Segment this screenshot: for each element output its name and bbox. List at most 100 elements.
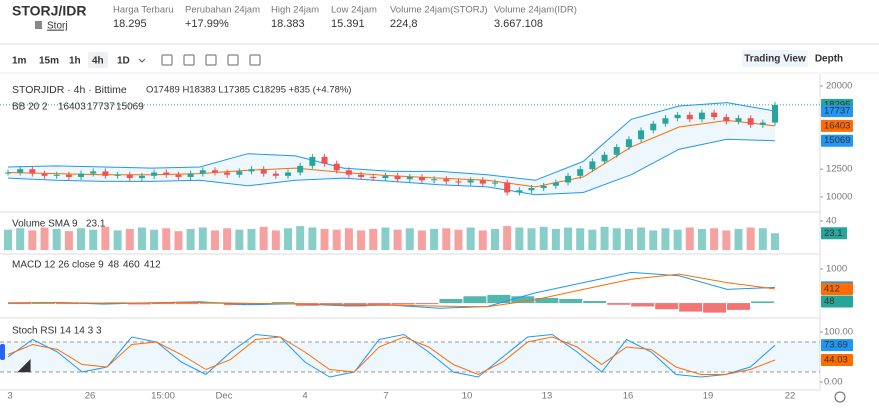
macd-hist	[367, 303, 391, 305]
candle	[65, 174, 72, 177]
macd-hist	[391, 303, 415, 305]
candle	[53, 174, 60, 176]
candle	[698, 112, 705, 120]
dropdown[interactable]	[138, 58, 146, 63]
interval[interactable]: 1h	[69, 56, 81, 67]
volume-sma-value: 23.1	[86, 219, 106, 230]
tool-icon[interactable]	[161, 54, 173, 66]
volume-bar	[4, 229, 12, 250]
macd-hist	[655, 303, 679, 310]
view-tab[interactable]: Depth	[815, 54, 843, 65]
interval[interactable]: 1D	[117, 56, 130, 67]
volume-bar	[393, 229, 402, 250]
bb-fill	[8, 102, 775, 195]
pair: STORJ/IDR	[12, 3, 86, 19]
stat-value: 18.295	[113, 18, 147, 30]
candle	[443, 179, 450, 182]
macd-value: 460	[123, 260, 140, 271]
volume-bar	[284, 228, 293, 250]
stat-value: +17.99%	[185, 18, 229, 30]
candle	[504, 182, 511, 193]
volume-bar	[101, 226, 110, 250]
price-tag	[821, 119, 853, 132]
volume-bar	[746, 227, 755, 250]
volume-bar	[673, 229, 682, 250]
volume-bar	[478, 230, 487, 250]
y-tick-label: 1000	[826, 264, 847, 275]
candle	[406, 176, 413, 180]
candle	[175, 174, 182, 177]
interval[interactable]: 4h	[92, 56, 104, 67]
y-tick-label: 40	[826, 216, 837, 227]
candle	[759, 122, 766, 125]
volume-bar	[369, 228, 378, 250]
macd-hist	[415, 303, 439, 305]
volume-bar	[697, 228, 706, 250]
price-tag	[821, 353, 853, 366]
bb-lower-value: 15069	[116, 102, 144, 113]
candle	[345, 170, 352, 175]
volume-bar	[551, 228, 560, 250]
signal-line	[7, 273, 776, 308]
volume-bar	[430, 228, 439, 250]
tool-icon[interactable]	[205, 54, 217, 66]
macd-hist	[607, 303, 631, 305]
price-tag	[821, 295, 853, 308]
macd-hist	[55, 303, 79, 305]
macd-label: MACD 12 26 close 9	[12, 260, 104, 271]
volume-bar	[271, 230, 280, 250]
candle	[772, 104, 778, 123]
macd-hist	[127, 303, 151, 305]
price-tag	[821, 339, 853, 352]
volume-bar	[186, 228, 195, 250]
candle	[211, 170, 218, 173]
candle	[540, 185, 547, 189]
tool-icon[interactable]	[249, 54, 261, 66]
volume-bar	[600, 226, 609, 250]
volume-bar	[320, 228, 329, 250]
candle	[17, 169, 24, 173]
volume-bar	[332, 229, 341, 250]
view-bg	[742, 50, 808, 67]
stoch-label: Stoch RSI 14 14 3 3	[12, 326, 102, 337]
coin-name[interactable]: Storj	[47, 21, 68, 32]
volume-bar	[52, 228, 61, 250]
candle	[370, 176, 377, 179]
volume-bar	[466, 227, 475, 250]
candle	[723, 117, 730, 122]
bb-label: BB 20 2	[12, 102, 48, 113]
price-tag-label: 48	[824, 296, 835, 307]
price-tag-label: 412	[824, 284, 840, 295]
x-tick-label: Dec	[216, 391, 233, 402]
candle	[236, 171, 243, 175]
candle	[29, 169, 36, 174]
price-tag-label: 44.03	[824, 355, 848, 366]
y-tick-label: 20000	[826, 81, 852, 92]
candle	[638, 130, 645, 140]
volume-bar	[624, 228, 633, 250]
candle	[138, 175, 145, 179]
coin-icon	[35, 21, 42, 29]
x-tick-label: 19	[703, 391, 714, 402]
volume-bar	[722, 230, 731, 250]
settings[interactable]	[834, 391, 846, 403]
interval[interactable]: 15m	[39, 56, 59, 67]
price-tag-label: 15069	[824, 135, 850, 146]
macd-hist	[511, 296, 535, 304]
tool-icon[interactable]	[183, 54, 195, 66]
side-handle[interactable]	[0, 344, 5, 360]
tool-icon[interactable]	[227, 54, 239, 66]
volume-bar	[710, 228, 719, 250]
volume-bar	[417, 230, 426, 250]
x-tick-label: 15:00	[151, 391, 175, 402]
volume-bar	[564, 227, 573, 250]
stat-value: 18.383	[271, 18, 305, 30]
interval[interactable]: 1m	[12, 56, 27, 67]
candle	[613, 147, 620, 155]
view-tab[interactable]: Trading View	[744, 54, 806, 65]
candle	[467, 180, 474, 183]
volume-bar	[454, 229, 463, 250]
volume-bar	[64, 231, 73, 250]
stat-label: Low 24jam	[331, 5, 377, 16]
